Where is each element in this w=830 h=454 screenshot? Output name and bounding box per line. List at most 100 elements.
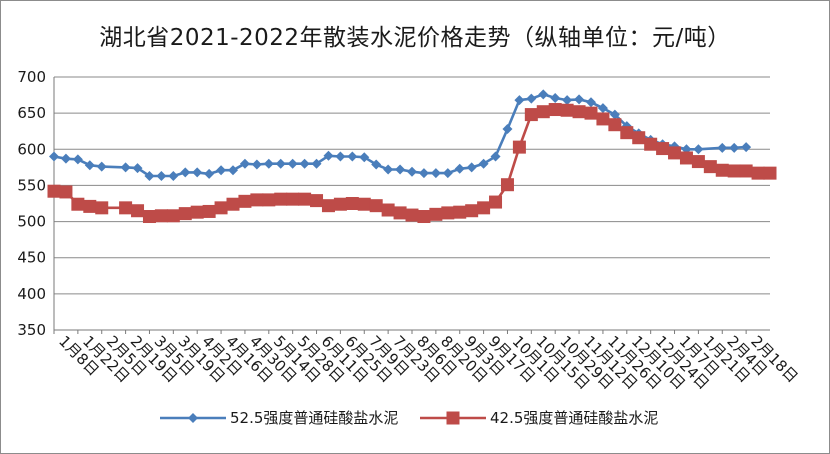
series-2 [47, 103, 777, 224]
data-point [84, 160, 95, 171]
legend-item-2: 42.5强度普通硅酸盐水泥 [420, 409, 658, 427]
data-point [239, 158, 250, 169]
data-point [395, 164, 406, 175]
y-tick-label: 500 [17, 213, 46, 231]
data-point [263, 158, 274, 169]
data-point [429, 207, 443, 221]
data-point [310, 194, 324, 208]
data-point [453, 205, 467, 219]
data-point [251, 159, 262, 170]
data-point [608, 118, 622, 132]
data-point [620, 126, 634, 140]
data-point [644, 137, 658, 151]
data-point [180, 167, 191, 178]
data-point [298, 192, 312, 206]
data-point [335, 151, 346, 162]
data-point [560, 103, 574, 117]
data-point [727, 164, 741, 178]
data-point [274, 192, 288, 206]
data-point [369, 199, 383, 213]
data-point [418, 168, 429, 179]
data-point [60, 153, 71, 164]
data-point [202, 204, 216, 218]
data-point [275, 158, 286, 169]
data-point [383, 164, 394, 175]
data-point [95, 201, 109, 215]
data-point [430, 168, 441, 179]
data-point [166, 209, 180, 223]
legend-marker [446, 411, 460, 425]
data-point [250, 193, 264, 207]
data-point [357, 197, 371, 211]
data-point [538, 89, 549, 100]
data-point [178, 207, 192, 221]
data-point [536, 105, 550, 119]
legend-label: 52.5强度普通硅酸盐水泥 [230, 409, 398, 427]
data-point [216, 165, 227, 176]
legend-item-1: 52.5强度普通硅酸盐水泥 [160, 409, 398, 427]
series-1 [49, 89, 752, 182]
data-point [417, 210, 431, 224]
y-tick-labels: 350 400 450 500 550 600 650 700 [17, 68, 46, 339]
data-point [454, 163, 465, 174]
data-point [502, 124, 513, 135]
data-point [132, 163, 143, 174]
data-point [512, 140, 526, 154]
grid-lines [54, 76, 770, 331]
data-point [262, 193, 276, 207]
data-point [490, 151, 501, 162]
data-point [609, 109, 620, 120]
data-point [441, 206, 455, 220]
chart-title: 湖北省2021-2022年散装水泥价格走势（纵轴单位：元/吨） [99, 25, 731, 51]
data-point [190, 205, 204, 219]
data-point [83, 199, 97, 213]
data-point [596, 112, 610, 126]
data-point [131, 204, 145, 218]
data-point [299, 158, 310, 169]
data-point [465, 204, 479, 218]
data-point [739, 164, 753, 178]
data-point [156, 171, 167, 182]
data-point [477, 201, 491, 215]
data-point [500, 178, 514, 192]
data-point [214, 201, 228, 215]
data-point [119, 201, 133, 215]
data-point [526, 93, 537, 104]
series-line [53, 108, 770, 218]
data-point [550, 92, 561, 103]
data-point [228, 165, 238, 176]
y-tick-label: 700 [17, 68, 46, 86]
data-point [321, 199, 335, 213]
data-point [478, 158, 489, 169]
data-point [144, 171, 155, 182]
data-point [142, 210, 156, 224]
data-point [586, 97, 596, 108]
data-point [574, 94, 585, 105]
data-point [405, 208, 419, 222]
data-point [572, 105, 586, 119]
data-point [192, 167, 203, 178]
data-point [49, 151, 59, 162]
data-point [393, 206, 407, 220]
data-point [347, 151, 358, 162]
data-point [717, 142, 728, 153]
data-point [96, 161, 107, 172]
data-point [287, 158, 298, 169]
series-layer [47, 89, 777, 224]
data-point [656, 142, 670, 156]
data-point [562, 95, 573, 106]
y-tick-label: 450 [17, 249, 46, 267]
data-point [632, 131, 646, 145]
data-point [691, 155, 705, 169]
data-point [597, 103, 608, 114]
data-point [584, 106, 598, 120]
data-point [442, 168, 453, 179]
x-tick-labels: 1月8日1月22日2月5日2月19日3月5日3月19日4月2日4月16日4月30… [55, 332, 801, 393]
data-point [524, 108, 538, 122]
data-point [226, 197, 240, 211]
legend: 52.5强度普通硅酸盐水泥 42.5强度普通硅酸盐水泥 [160, 409, 658, 427]
data-point [763, 166, 777, 180]
data-point [381, 203, 395, 217]
